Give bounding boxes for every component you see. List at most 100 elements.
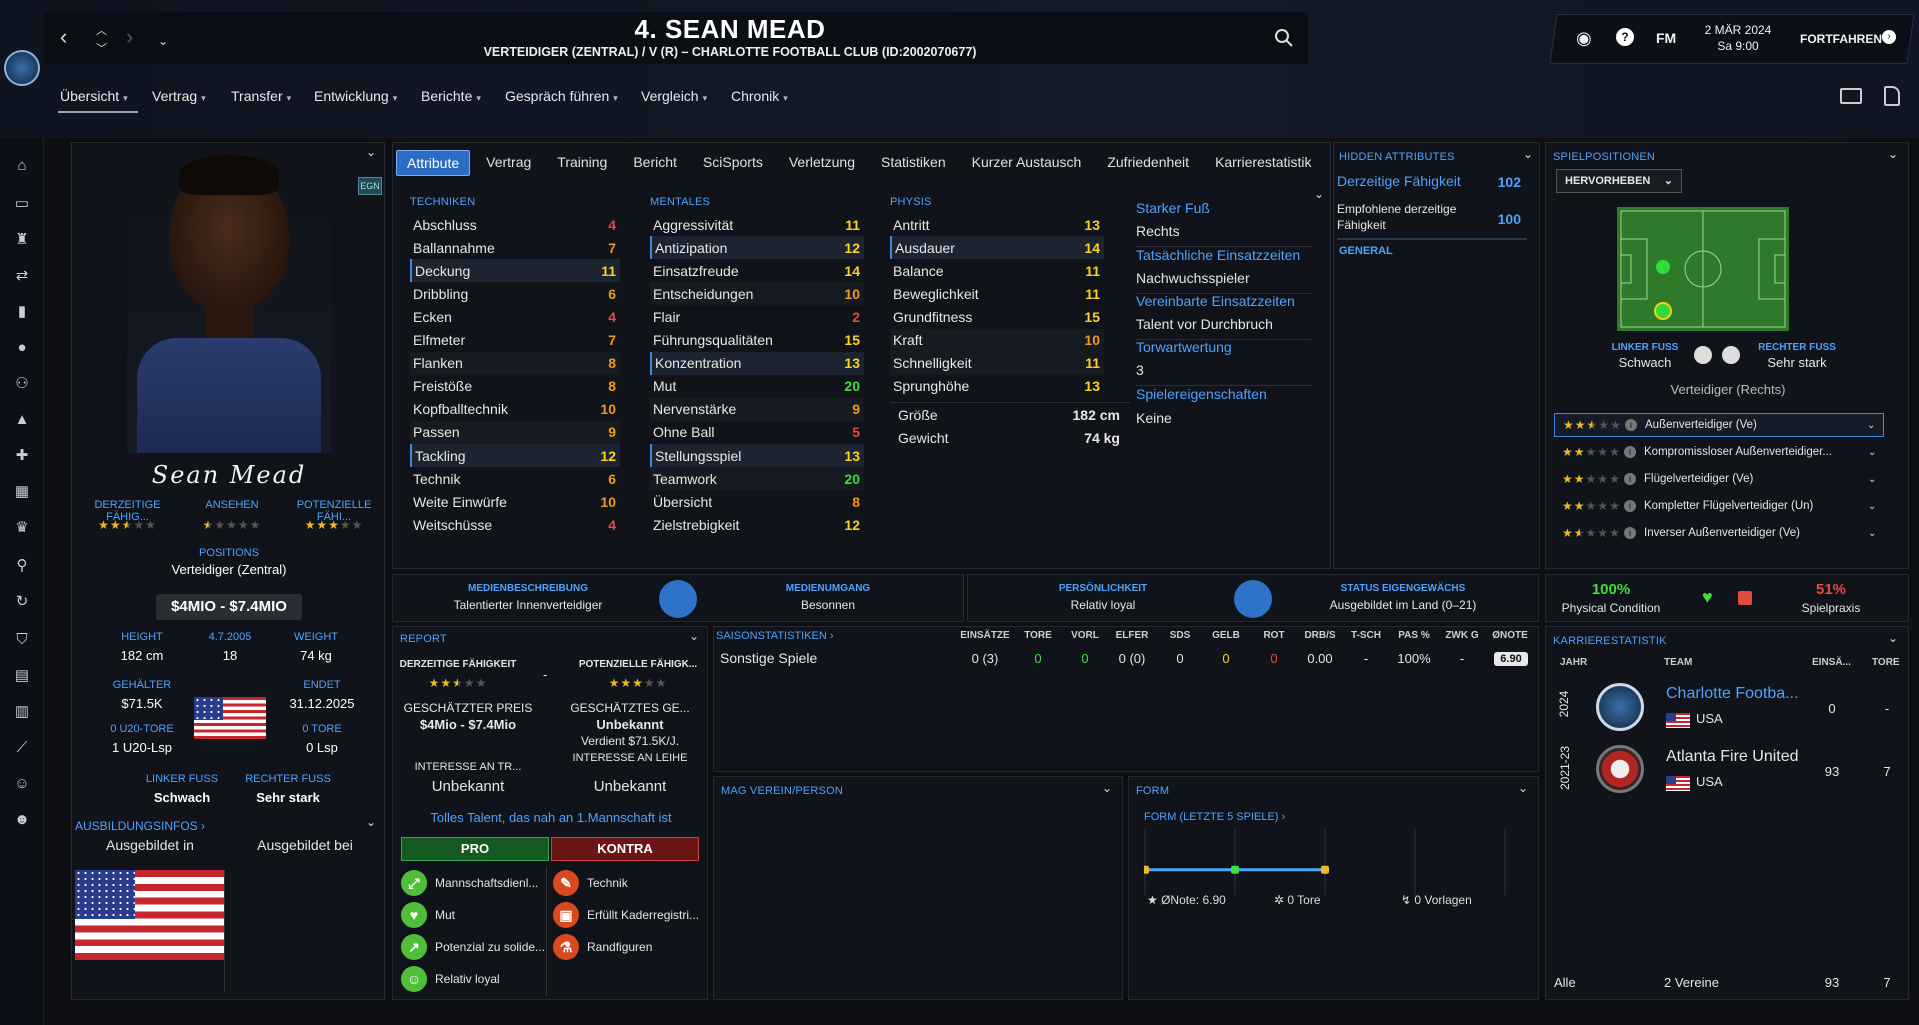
back-arrow-icon[interactable]: ‹ — [60, 24, 68, 49]
attribute-row-mental[interactable]: Nervenstärke 9 — [650, 397, 864, 421]
players-icon[interactable]: ☻ — [14, 811, 30, 828]
tab-contract[interactable]: Vertrag — [486, 154, 532, 170]
attribute-row-technik[interactable]: Abschluss 4 — [410, 213, 620, 236]
attribute-row-physis[interactable]: Ausdauer 14 — [890, 236, 1104, 260]
panel-menu-icon[interactable]: ⌄ — [365, 145, 376, 159]
scouting-icon[interactable]: ⚲ — [16, 557, 28, 574]
search-icon[interactable] — [1274, 28, 1294, 48]
attribute-row-mental[interactable]: Teamwork 20 — [650, 467, 864, 491]
season-col-header[interactable]: DRB/S — [1304, 630, 1336, 641]
help-icon[interactable]: ? — [1616, 28, 1634, 46]
attribute-row-technik[interactable]: Kopfballtechnik 10 — [410, 398, 620, 421]
attribute-row-mental[interactable]: Flair 2 — [650, 305, 864, 328]
season-col-header[interactable]: ØNOTE — [1492, 630, 1528, 641]
attribute-row-mental[interactable]: Entscheidungen 10 — [650, 282, 864, 306]
attribute-row-physis[interactable]: Antritt 13 — [890, 213, 1104, 236]
calendar-icon[interactable]: ▦ — [14, 483, 30, 500]
club-vision-icon[interactable]: ⛉ — [16, 631, 28, 648]
attribute-row-technik[interactable]: Weitschüsse 4 — [410, 513, 620, 536]
career-options-icon[interactable]: ⌄ — [1887, 631, 1898, 645]
data-hub-icon[interactable]: ▥ — [14, 703, 30, 720]
hidden-options-icon[interactable]: ⌄ — [1522, 147, 1533, 161]
tab-training[interactable]: Training — [557, 154, 608, 170]
chevron-down-icon[interactable]: ⌄ — [1868, 446, 1877, 458]
tab-attribute[interactable]: Attribute — [396, 150, 471, 176]
dynamics-icon[interactable]: ▮ — [17, 303, 27, 320]
tab-statistics[interactable]: Statistiken — [881, 154, 946, 170]
info-icon[interactable]: i — [1624, 473, 1636, 485]
history-dropdown-icon[interactable]: ⌄ — [158, 34, 169, 48]
season-col-header[interactable]: ELFER — [1115, 630, 1149, 641]
attribute-row-technik[interactable]: Ecken 4 — [410, 305, 620, 328]
squad-icon[interactable]: ♜ — [15, 231, 29, 248]
info-icon[interactable]: i — [1624, 527, 1636, 539]
tactics-icon[interactable]: ⇄ — [15, 267, 29, 284]
training-info-link[interactable]: AUSBILDUNGSINFOS › — [75, 819, 206, 833]
match-icon[interactable]: ● — [17, 339, 27, 356]
attributes-options-icon[interactable]: ⌄ — [1313, 187, 1324, 201]
attribute-row-mental[interactable]: Antizipation 12 — [650, 236, 864, 260]
inbox-icon[interactable]: ▭ — [14, 195, 30, 212]
highlight-dropdown[interactable]: HERVORHEBEN ⌄ — [1556, 169, 1682, 193]
chevron-down-icon[interactable]: ⌄ — [1868, 527, 1877, 539]
attribute-row-physis[interactable]: Beweglichkeit 11 — [890, 282, 1104, 305]
attribute-row-technik[interactable]: Dribbling 6 — [410, 282, 620, 305]
tab-short-exchange[interactable]: Kurzer Austausch — [971, 154, 1082, 170]
role-row[interactable]: ★★★★★ i Inverser Außenverteidiger (Ve) ⌄ — [1554, 521, 1884, 545]
attribute-row-technik[interactable]: Elfmeter 7 — [410, 329, 620, 352]
season-col-header[interactable]: VORL — [1071, 630, 1099, 641]
tab-injury[interactable]: Verletzung — [788, 154, 856, 170]
tab-happiness[interactable]: Zufriedenheit — [1107, 154, 1190, 170]
tab-career-stats[interactable]: Karrierestatistik — [1215, 154, 1312, 170]
attribute-row-mental[interactable]: Aggressivität 11 — [650, 213, 864, 236]
season-col-header[interactable]: PAS % — [1398, 630, 1430, 641]
report-options-icon[interactable]: ⌄ — [688, 629, 699, 643]
attribute-row-technik[interactable]: Freistöße 8 — [410, 375, 620, 398]
attribute-row-physis[interactable]: Sprunghöhe 13 — [890, 375, 1104, 398]
analytics-icon[interactable]: ⟋ — [16, 739, 28, 756]
role-row[interactable]: ★★★★★ i Kompletter Flügelverteidiger (Un) ⌄ — [1554, 494, 1884, 518]
document-icon[interactable] — [1884, 86, 1900, 106]
menu-history[interactable]: Chronik ▾ — [731, 88, 788, 104]
season-col-header[interactable]: ZWK G — [1445, 630, 1479, 641]
forward-arrow-icon[interactable]: › — [126, 24, 134, 49]
training-info-toggle-icon[interactable]: ⌄ — [365, 815, 376, 829]
attribute-row-technik[interactable]: Weite Einwürfe 10 — [410, 490, 620, 513]
chevron-down-icon[interactable]: ⌄ — [1868, 473, 1877, 485]
attribute-row-technik[interactable]: Tackling 12 — [410, 444, 620, 467]
staff-icon[interactable]: ⚇ — [15, 375, 29, 392]
attribute-row-physis[interactable]: Grundfitness 15 — [890, 305, 1104, 328]
attribute-row-physis[interactable]: Schnelligkeit 11 — [890, 351, 1104, 375]
continue-arrow-icon[interactable]: › — [1882, 30, 1896, 44]
attribute-row-technik[interactable]: Ballannahme 7 — [410, 236, 620, 259]
training-icon[interactable]: ▲ — [14, 411, 30, 428]
attribute-row-mental[interactable]: Konzentration 13 — [650, 351, 864, 375]
role-row[interactable]: ★★★★★ i Außenverteidiger (Ve) ⌄ — [1554, 413, 1884, 437]
chevron-down-icon[interactable]: ⌄ — [1868, 500, 1877, 512]
career-team-link[interactable]: Charlotte Footba... — [1666, 685, 1799, 702]
season-col-header[interactable]: TORE — [1024, 630, 1052, 641]
form-options-icon[interactable]: ⌄ — [1517, 781, 1528, 795]
season-col-header[interactable]: EINSÄTZE — [960, 630, 1010, 641]
pro-button[interactable]: PRO — [401, 837, 549, 861]
attribute-row-mental[interactable]: Führungsqualitäten 15 — [650, 329, 864, 352]
attribute-row-mental[interactable]: Einsatzfreude 14 — [650, 259, 864, 282]
home-icon[interactable]: ⌂ — [17, 157, 27, 174]
menu-development[interactable]: Entwicklung ▾ — [314, 88, 398, 104]
role-row[interactable]: ★★★★★ i Kompromissloser Außenverteidiger..… — [1554, 440, 1884, 464]
season-col-header[interactable]: SDS — [1169, 630, 1191, 641]
screen-icon[interactable] — [1840, 88, 1862, 104]
menu-contract[interactable]: Vertrag ▾ — [152, 88, 206, 104]
contra-button[interactable]: KONTRA — [551, 837, 699, 861]
liked-club-options-icon[interactable]: ⌄ — [1101, 781, 1112, 795]
attribute-row-technik[interactable]: Deckung 11 — [410, 259, 620, 283]
info-icon[interactable]: i — [1624, 500, 1636, 512]
attribute-row-mental[interactable]: Stellungsspiel 13 — [650, 444, 864, 467]
positions-options-icon[interactable]: ⌄ — [1887, 147, 1898, 161]
menu-reports[interactable]: Berichte ▾ — [421, 88, 481, 104]
menu-conversation[interactable]: Gespräch führen ▾ — [505, 88, 618, 104]
season-stats-title[interactable]: SAISONSTATISTIKEN › — [716, 630, 834, 642]
trophy-icon[interactable]: ♛ — [15, 519, 29, 536]
finances-icon[interactable]: ▤ — [14, 667, 30, 684]
info-icon[interactable]: i — [1625, 419, 1637, 431]
